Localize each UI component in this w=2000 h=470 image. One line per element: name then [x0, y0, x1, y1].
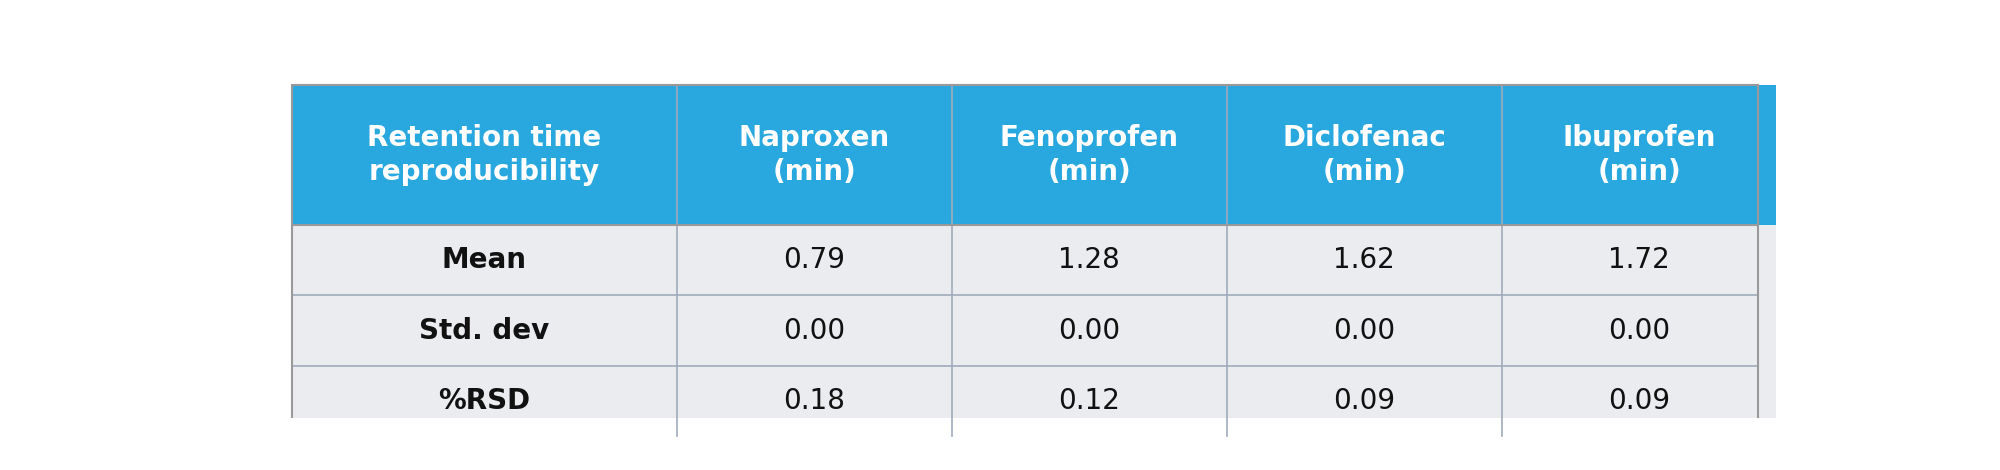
Text: Std. dev: Std. dev [420, 316, 550, 345]
Text: 0.09: 0.09 [1334, 387, 1396, 415]
Bar [676, 86, 952, 225]
Text: 0.09: 0.09 [1608, 387, 1670, 415]
Text: Mean: Mean [442, 246, 526, 274]
Bar [952, 366, 1226, 436]
Text: 0.12: 0.12 [1058, 387, 1120, 415]
Bar [1226, 86, 1502, 225]
Bar [676, 295, 952, 366]
Bar [292, 295, 676, 366]
Text: 0.00: 0.00 [784, 316, 846, 345]
Text: Naproxen
(min): Naproxen (min) [738, 124, 890, 186]
Bar [1502, 295, 1776, 366]
Text: Diclofenac
(min): Diclofenac (min) [1282, 124, 1446, 186]
Text: 0.18: 0.18 [784, 387, 846, 415]
Bar [676, 225, 952, 295]
Bar [1502, 86, 1776, 225]
Bar [952, 295, 1226, 366]
Text: 0.79: 0.79 [784, 246, 846, 274]
Bar [292, 225, 676, 295]
Text: 0.00: 0.00 [1334, 316, 1396, 345]
Text: %RSD: %RSD [438, 387, 530, 415]
Text: Fenoprofen
(min): Fenoprofen (min) [1000, 124, 1178, 186]
Text: 1.72: 1.72 [1608, 246, 1670, 274]
Bar [1226, 225, 1502, 295]
Bar [292, 366, 676, 436]
Text: 1.62: 1.62 [1334, 246, 1394, 274]
Text: Retention time
reproducibility: Retention time reproducibility [368, 124, 602, 186]
Text: 0.00: 0.00 [1058, 316, 1120, 345]
Bar [676, 366, 952, 436]
Bar [1226, 366, 1502, 436]
Text: 1.28: 1.28 [1058, 246, 1120, 274]
Text: Ibuprofen
(min): Ibuprofen (min) [1562, 124, 1716, 186]
Text: 0.00: 0.00 [1608, 316, 1670, 345]
Bar [1502, 225, 1776, 295]
Bar [952, 225, 1226, 295]
Bar [1502, 366, 1776, 436]
Bar [1226, 295, 1502, 366]
Bar [292, 86, 676, 225]
Bar [952, 86, 1226, 225]
